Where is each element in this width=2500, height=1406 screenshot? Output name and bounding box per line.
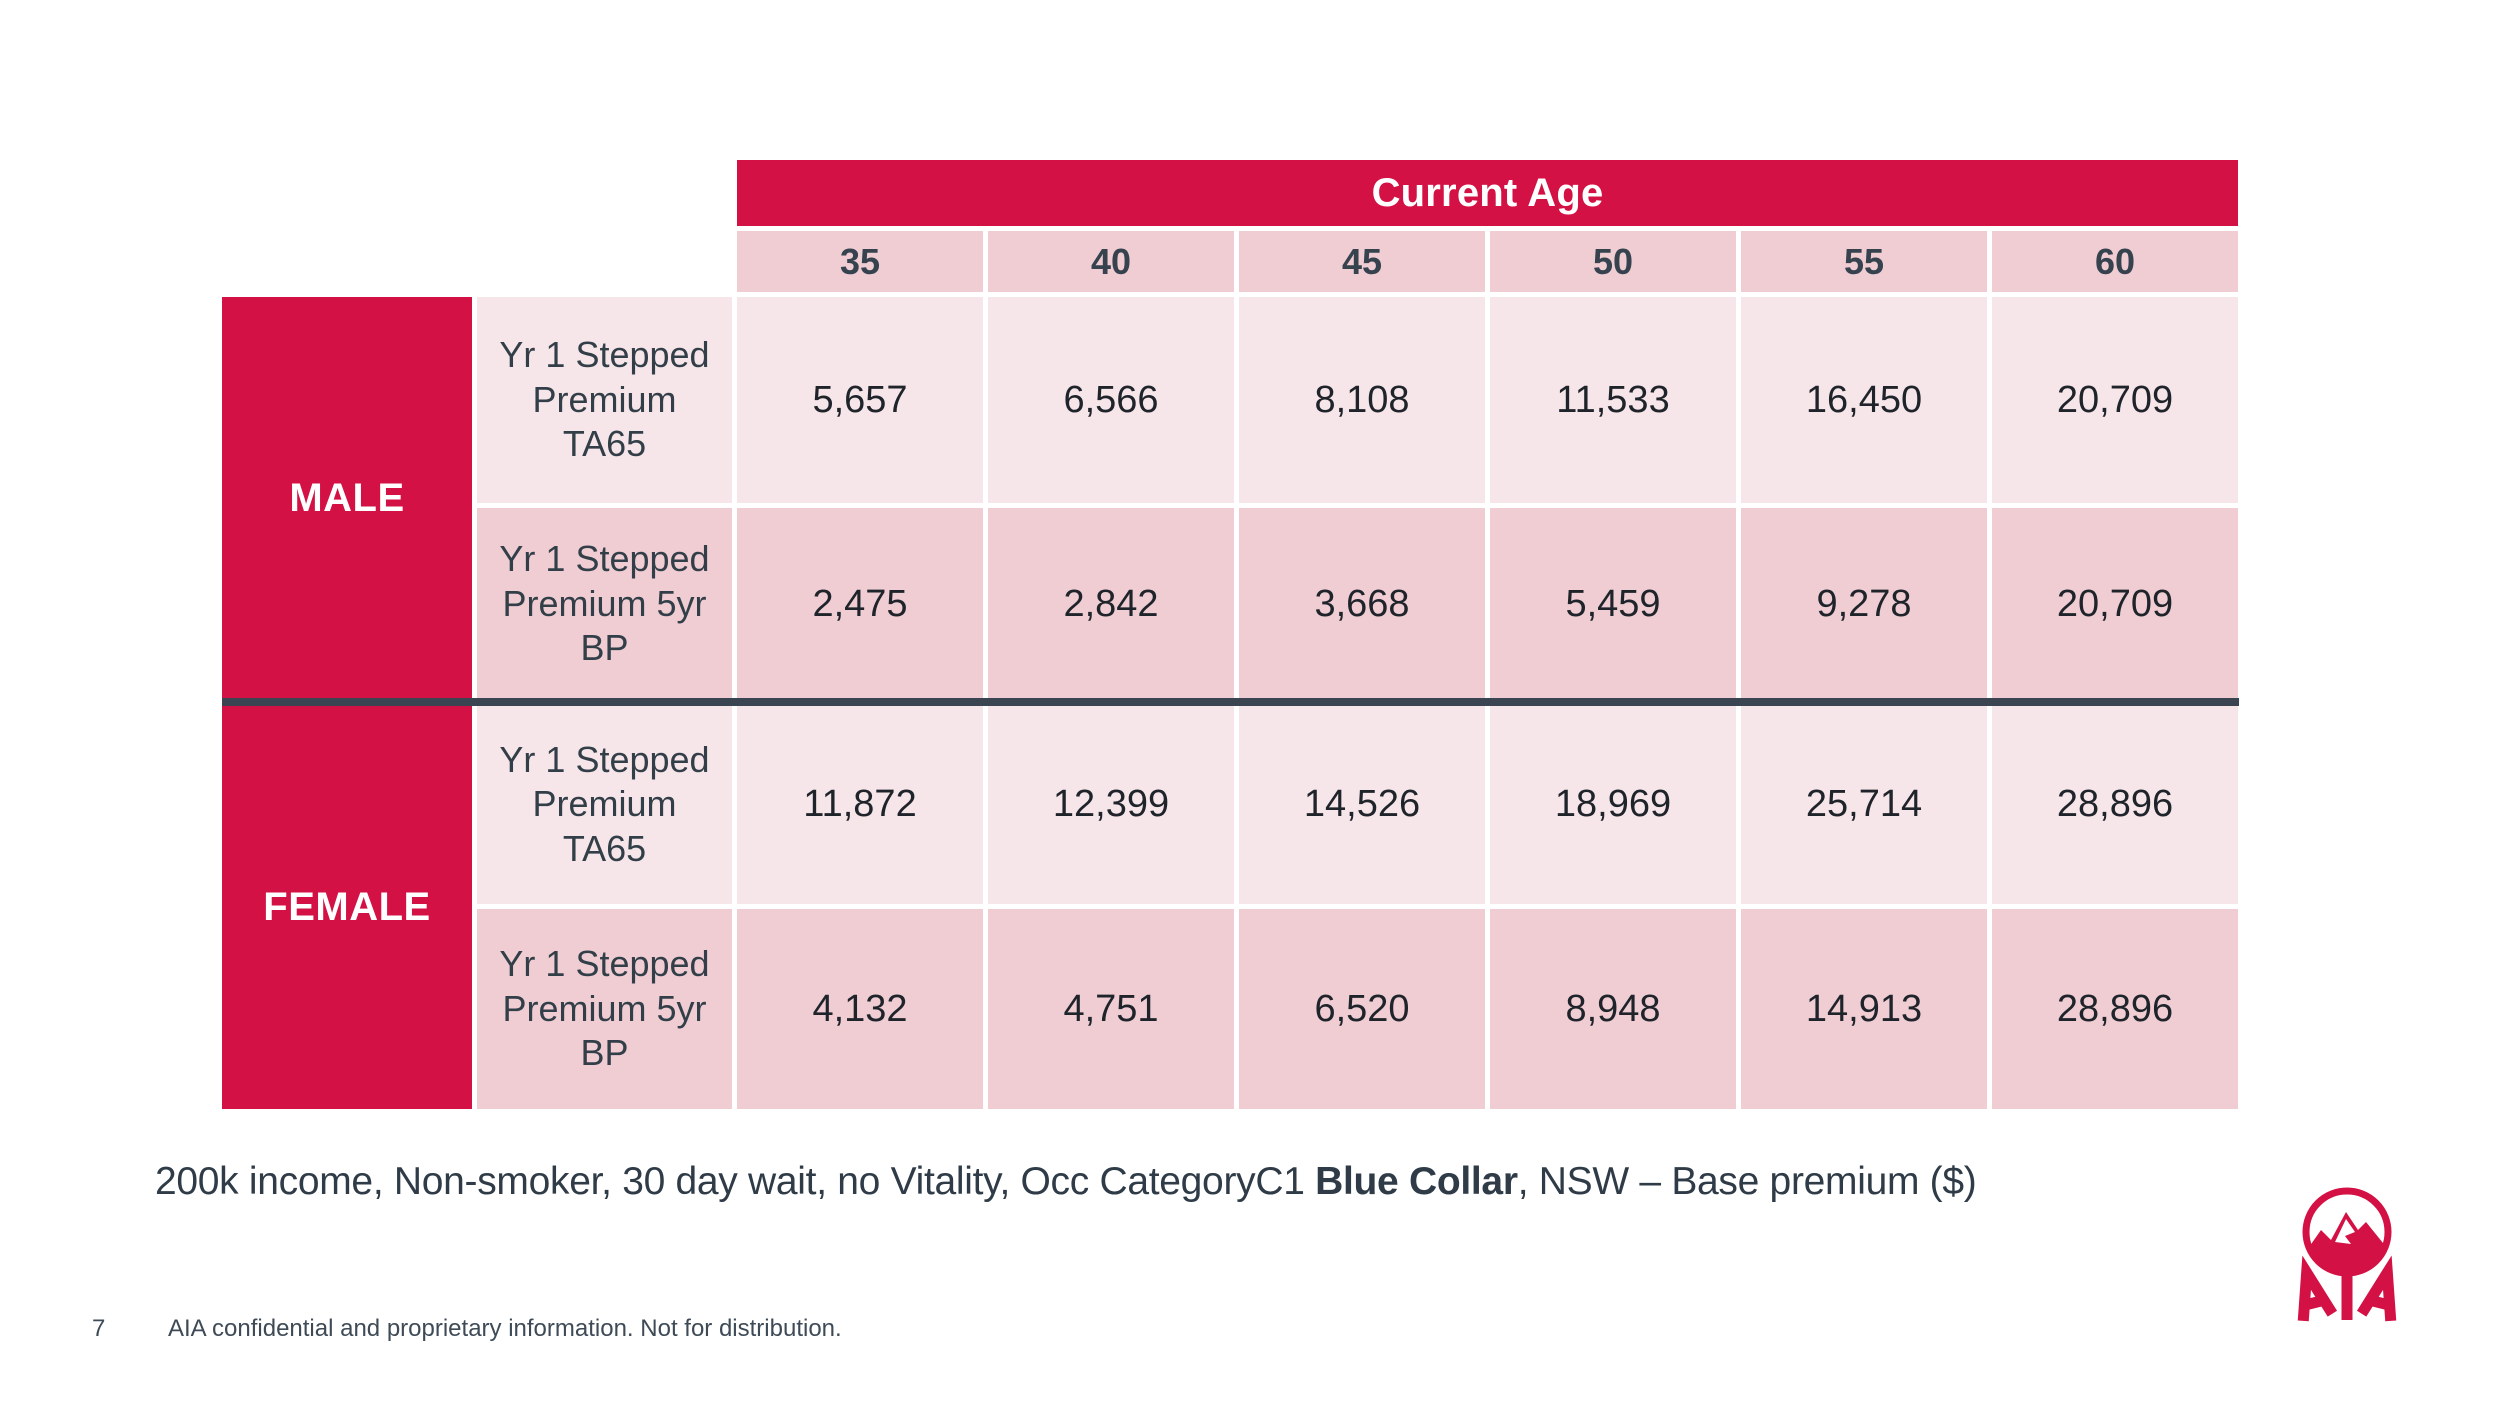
value-cell: 6,566	[988, 297, 1234, 503]
age-column-header-35: 35	[737, 231, 983, 292]
value-cell: 2,475	[737, 508, 983, 700]
value-cell: 2,842	[988, 508, 1234, 700]
age-column-header-60: 60	[1992, 231, 2238, 292]
female-group-label: FEMALE	[222, 705, 472, 1109]
value-cell: 28,896	[1992, 909, 2238, 1109]
footer: 7 AIA confidential and proprietary infor…	[92, 1315, 842, 1343]
caption-prefix: 200k income, Non-smoker, 30 day wait, no…	[155, 1160, 1316, 1203]
confidentiality-note: AIA confidential and proprietary informa…	[168, 1315, 842, 1342]
page-number: 7	[92, 1315, 106, 1342]
value-cell: 5,459	[1490, 508, 1736, 700]
row-label-female-ta65: Yr 1 Stepped Premium TA65	[477, 705, 732, 904]
caption-bold-blue-collar: Blue Collar	[1315, 1160, 1518, 1203]
value-cell: 16,450	[1741, 297, 1987, 503]
value-cell: 8,948	[1490, 909, 1736, 1109]
value-cell: 18,969	[1490, 705, 1736, 904]
age-column-header-55: 55	[1741, 231, 1987, 292]
value-cell: 25,714	[1741, 705, 1987, 904]
value-cell: 4,132	[737, 909, 983, 1109]
value-cell: 11,533	[1490, 297, 1736, 503]
current-age-header: Current Age	[737, 160, 2238, 226]
value-cell: 14,526	[1239, 705, 1485, 904]
caption-suffix: , NSW – Base premium ($)	[1517, 1160, 1977, 1203]
row-label-male-ta65: Yr 1 Stepped Premium TA65	[477, 297, 732, 503]
value-cell: 12,399	[988, 705, 1234, 904]
age-column-header-40: 40	[988, 231, 1234, 292]
caption: 200k income, Non-smoker, 30 day wait, no…	[155, 1160, 1977, 1204]
gender-separator-line	[222, 698, 2239, 706]
value-cell: 6,520	[1239, 909, 1485, 1109]
logo-letters	[2297, 1255, 2397, 1322]
value-cell: 4,751	[988, 909, 1234, 1109]
mountain-icon	[2309, 1212, 2385, 1270]
row-label-male-5yr-bp: Yr 1 Stepped Premium 5yr BP	[477, 508, 732, 700]
value-cell: 28,896	[1992, 705, 2238, 904]
value-cell: 8,108	[1239, 297, 1485, 503]
value-cell: 20,709	[1992, 508, 2238, 700]
age-column-header-50: 50	[1490, 231, 1736, 292]
age-column-header-45: 45	[1239, 231, 1485, 292]
row-label-female-5yr-bp: Yr 1 Stepped Premium 5yr BP	[477, 909, 732, 1109]
value-cell: 5,657	[737, 297, 983, 503]
premium-table: Current Age 35 40 45 50 55 60 MALE Yr 1 …	[222, 160, 2238, 1109]
value-cell: 9,278	[1741, 508, 1987, 700]
aia-logo	[2297, 1187, 2397, 1322]
male-group-label: MALE	[222, 297, 472, 700]
value-cell: 11,872	[737, 705, 983, 904]
value-cell: 14,913	[1741, 909, 1987, 1109]
value-cell: 3,668	[1239, 508, 1485, 700]
value-cell: 20,709	[1992, 297, 2238, 503]
